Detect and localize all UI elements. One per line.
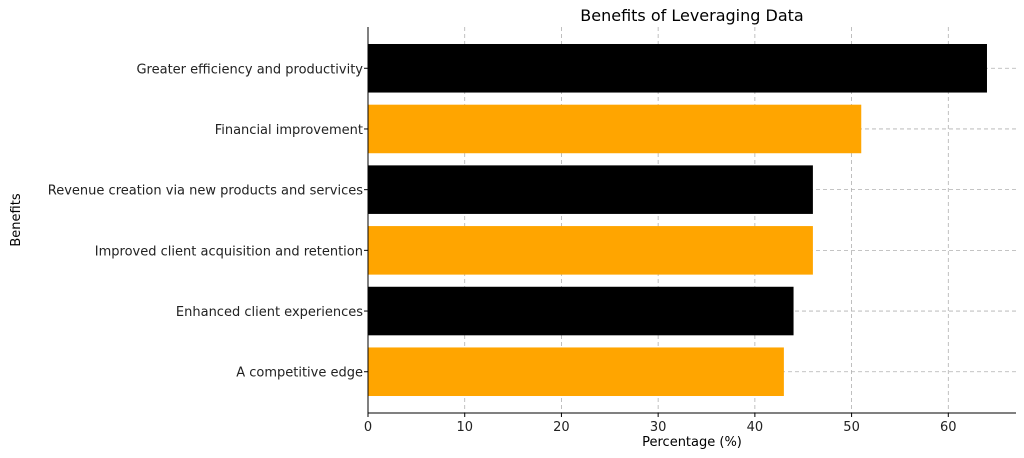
bar	[368, 43, 987, 93]
bar	[368, 226, 813, 275]
x-tick-label: 50	[843, 420, 860, 435]
y-tick-label: Improved client acquisition and retentio…	[95, 244, 363, 259]
bar	[368, 104, 862, 154]
x-axis-ticks: 0 10 20 30 40 50 60	[364, 413, 957, 435]
bar	[368, 347, 784, 397]
x-tick-label: 40	[747, 420, 764, 435]
x-tick-label: 0	[364, 420, 372, 435]
y-axis-ticks: A competitive edge Enhanced client experi…	[48, 62, 368, 381]
x-axis-label: Percentage (%)	[642, 435, 742, 450]
bars	[368, 43, 987, 397]
chart-title: Benefits of Leveraging Data	[580, 6, 803, 25]
y-tick-label: Enhanced client experiences	[176, 305, 363, 320]
y-axis-label: Benefits	[9, 193, 24, 246]
y-tick-label: Financial improvement	[215, 123, 363, 138]
x-tick-label: 30	[650, 420, 667, 435]
x-tick-label: 20	[553, 420, 570, 435]
bar	[368, 286, 794, 336]
y-tick-label: A competitive edge	[236, 366, 363, 381]
x-tick-label: 60	[940, 420, 957, 435]
bar	[368, 165, 813, 214]
y-tick-label: Greater efficiency and productivity	[136, 62, 363, 77]
x-tick-label: 10	[456, 420, 473, 435]
y-tick-label: Revenue creation via new products and se…	[48, 184, 363, 199]
